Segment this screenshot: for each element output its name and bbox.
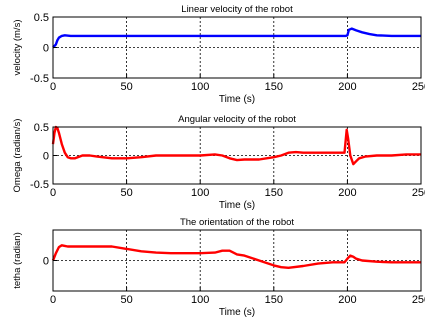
- x-tick-label: 250: [412, 81, 425, 93]
- y-axis-label: Omega (radian/s): [12, 119, 23, 193]
- x-tick-label: 250: [412, 294, 425, 306]
- x-tick-label: 0: [50, 294, 56, 306]
- x-tick-label: 150: [265, 294, 283, 306]
- series-line: [52, 27, 421, 49]
- y-tick-label: 0.5: [34, 12, 49, 24]
- x-tick-label: 250: [412, 187, 425, 199]
- x-tick-label: 200: [338, 187, 356, 199]
- y-tick-label: 0.5: [34, 122, 49, 134]
- y-tick-label: -0.5: [30, 179, 49, 191]
- x-axis-label: Time (s): [219, 307, 255, 318]
- y-tick-label: -0.5: [30, 73, 49, 85]
- x-axis-label: Time (s): [219, 94, 255, 105]
- chart-3: 0 50 100 150 200 250 0 The orientation of the r…: [12, 217, 425, 318]
- y-axis-label: tetha (radian): [12, 232, 23, 289]
- y-tick-label: 0: [43, 43, 49, 55]
- chart-title: Linear velocity of the robot: [181, 4, 293, 15]
- series-line: [51, 244, 421, 269]
- x-tick-label: 50: [120, 81, 132, 93]
- x-tick-label: 200: [338, 81, 356, 93]
- x-axis-label: Time (s): [219, 200, 255, 211]
- x-tick-label: 100: [191, 187, 209, 199]
- x-tick-label: 0: [50, 81, 56, 93]
- x-tick-label: 200: [338, 294, 356, 306]
- x-tick-label: 0: [50, 187, 56, 199]
- y-tick-label: 0: [43, 151, 49, 163]
- chart-title: Angular velocity of the robot: [178, 114, 296, 125]
- x-tick-label: 100: [191, 81, 209, 93]
- x-tick-label: 150: [265, 81, 283, 93]
- x-tick-label: 50: [120, 294, 132, 306]
- y-tick-label: 0: [43, 256, 49, 268]
- x-tick-label: 100: [191, 294, 209, 306]
- y-axis-label: velocity (m/s): [12, 20, 23, 76]
- series-line: [51, 125, 421, 166]
- x-tick-label: 150: [265, 187, 283, 199]
- chart-title: The orientation of the robot: [180, 217, 294, 228]
- x-tick-label: 50: [120, 187, 132, 199]
